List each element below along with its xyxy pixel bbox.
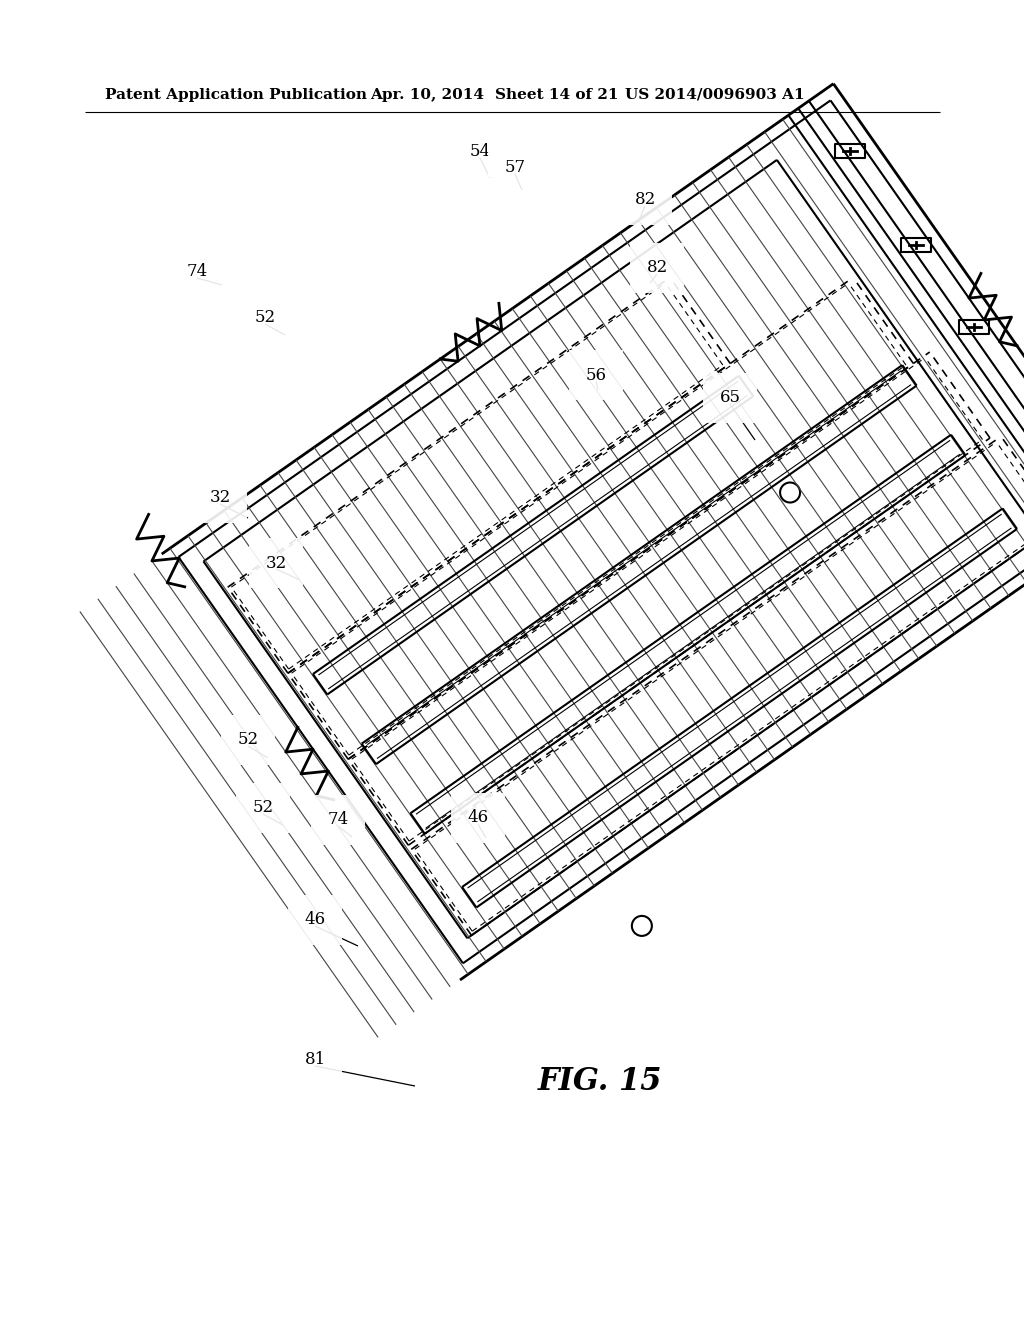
Text: Apr. 10, 2014: Apr. 10, 2014 xyxy=(370,88,484,102)
Text: 52: 52 xyxy=(238,731,259,748)
Text: 32: 32 xyxy=(265,554,287,572)
Text: 82: 82 xyxy=(646,260,668,276)
Text: FIG. 15: FIG. 15 xyxy=(538,1067,663,1097)
Text: 74: 74 xyxy=(186,264,208,281)
Text: Patent Application Publication: Patent Application Publication xyxy=(105,88,367,102)
Text: 52: 52 xyxy=(253,800,273,817)
Text: Sheet 14 of 21: Sheet 14 of 21 xyxy=(495,88,618,102)
Text: 54: 54 xyxy=(469,144,490,161)
Text: 74: 74 xyxy=(328,812,348,829)
Text: 52: 52 xyxy=(254,309,275,326)
Text: 81: 81 xyxy=(304,1052,326,1068)
Text: 65: 65 xyxy=(720,389,740,407)
Text: US 2014/0096903 A1: US 2014/0096903 A1 xyxy=(625,88,805,102)
Text: 82: 82 xyxy=(635,191,655,209)
Text: 57: 57 xyxy=(505,160,525,177)
Text: 32: 32 xyxy=(209,490,230,507)
Text: 46: 46 xyxy=(304,912,326,928)
Text: 46: 46 xyxy=(467,809,488,826)
Text: 56: 56 xyxy=(586,367,606,384)
